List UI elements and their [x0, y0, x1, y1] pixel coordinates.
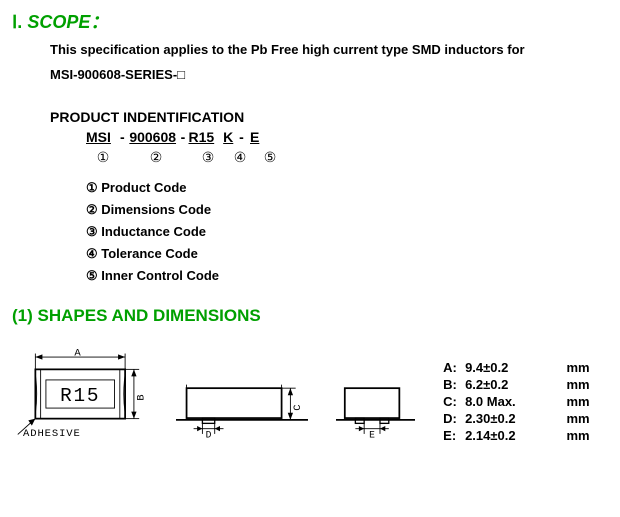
figure-row: A R15 B ADHESIVE	[16, 344, 608, 444]
top-view-label: R15	[60, 385, 100, 407]
dim-c-key: C:	[443, 393, 465, 410]
legend-1: ① Product Code	[86, 180, 608, 196]
scope-line1: This specification applies to the Pb Fre…	[50, 38, 608, 63]
table-row: B: 6.2±0.2 mm	[443, 376, 598, 393]
product-id-heading: PRODUCT INDENTIFICATION	[50, 109, 608, 125]
adhesive-label: ADHESIVE	[23, 429, 81, 441]
dim-d-label: D	[206, 430, 212, 441]
circ2: ②	[128, 149, 184, 166]
table-row: E: 2.14±0.2 mm	[443, 427, 598, 444]
circled-row: ①②③④⑤	[86, 149, 608, 166]
dim-c-unit: mm	[528, 393, 598, 410]
table-row: C: 8.0 Max. mm	[443, 393, 598, 410]
side-view-diagram: C D	[176, 364, 308, 444]
end-view-diagram: E	[336, 364, 415, 444]
scope-body: This specification applies to the Pb Fre…	[50, 38, 608, 87]
partnum-seg1: MSI	[86, 129, 120, 145]
legend-4: ④ Tolerance Code	[86, 246, 608, 262]
part-number-row: MSI-900608-R15 K - E	[86, 129, 608, 145]
partnum-seg5: E	[248, 129, 262, 145]
circ3: ③	[192, 149, 224, 166]
dim-b-label: B	[136, 395, 148, 401]
dim-d-val: 2.30±0.2	[465, 410, 528, 427]
dim-d-key: D:	[443, 410, 465, 427]
partnum-seg2: 900608	[125, 129, 181, 145]
legend-5: ⑤ Inner Control Code	[86, 268, 608, 284]
scope-line2: MSI-900608-SERIES-□	[50, 63, 608, 88]
dim-d-unit: mm	[528, 410, 598, 427]
dim-b-unit: mm	[528, 376, 598, 393]
dim-c-val: 8.0 Max.	[465, 393, 528, 410]
scope-title: SCOPE：	[27, 12, 108, 32]
scope-roman: Ⅰ.	[12, 12, 22, 32]
shapes-heading: (1) SHAPES AND DIMENSIONS	[12, 306, 608, 326]
circ1: ①	[86, 149, 120, 166]
dim-e-label: E	[369, 430, 375, 441]
dim-e-key: E:	[443, 427, 465, 444]
top-view-diagram: A R15 B ADHESIVE	[16, 344, 148, 444]
partnum-seg4: K	[221, 129, 235, 145]
legend-3: ③ Inductance Code	[86, 224, 608, 240]
circ5: ⑤	[263, 149, 277, 166]
dimension-table: A: 9.4±0.2 mm B: 6.2±0.2 mm C: 8.0 Max. …	[443, 359, 598, 444]
legend-block: ① Product Code ② Dimensions Code ③ Induc…	[86, 180, 608, 284]
product-id-block: PRODUCT INDENTIFICATION MSI-900608-R15 K…	[50, 109, 608, 284]
dim-e-unit: mm	[528, 427, 598, 444]
dim-a-label: A	[74, 348, 81, 360]
circ4: ④	[233, 149, 247, 166]
partnum-seg3: R15	[185, 129, 217, 145]
dim-a-unit: mm	[528, 359, 598, 376]
legend-2: ② Dimensions Code	[86, 202, 608, 218]
table-row: D: 2.30±0.2 mm	[443, 410, 598, 427]
dim-e-val: 2.14±0.2	[465, 427, 528, 444]
dim-b-val: 6.2±0.2	[465, 376, 528, 393]
table-row: A: 9.4±0.2 mm	[443, 359, 598, 376]
dim-c-label: C	[292, 405, 304, 411]
dim-b-key: B:	[443, 376, 465, 393]
dim-a-val: 9.4±0.2	[465, 359, 528, 376]
scope-heading: Ⅰ. SCOPE：	[12, 8, 608, 34]
dim-a-key: A:	[443, 359, 465, 376]
